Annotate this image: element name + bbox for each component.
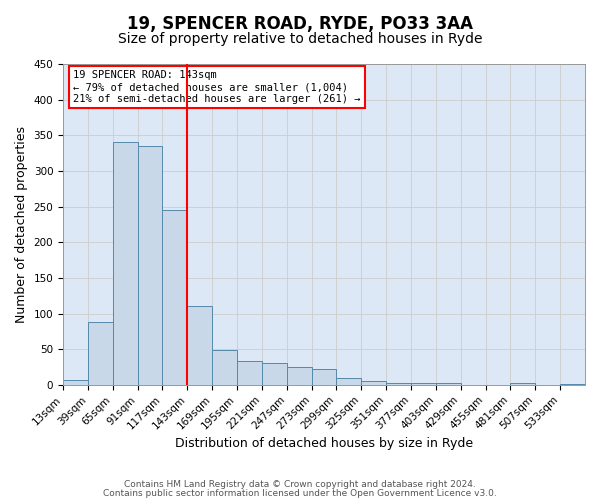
Bar	[311, 369, 337, 385]
Bar	[386, 382, 411, 385]
Bar	[436, 384, 461, 385]
Bar	[88, 322, 113, 385]
Bar	[337, 378, 361, 385]
Bar	[411, 384, 436, 385]
Bar	[560, 384, 585, 385]
Bar	[113, 142, 137, 385]
Bar	[287, 367, 311, 385]
Bar	[163, 210, 187, 385]
Text: Contains HM Land Registry data © Crown copyright and database right 2024.: Contains HM Land Registry data © Crown c…	[124, 480, 476, 489]
X-axis label: Distribution of detached houses by size in Ryde: Distribution of detached houses by size …	[175, 437, 473, 450]
Text: Contains public sector information licensed under the Open Government Licence v3: Contains public sector information licen…	[103, 488, 497, 498]
Bar	[187, 306, 212, 385]
Text: 19, SPENCER ROAD, RYDE, PO33 3AA: 19, SPENCER ROAD, RYDE, PO33 3AA	[127, 15, 473, 33]
Bar	[212, 350, 237, 385]
Bar	[137, 146, 163, 385]
Bar	[63, 380, 88, 385]
Bar	[237, 362, 262, 385]
Bar	[511, 384, 535, 385]
Bar	[361, 382, 386, 385]
Text: Size of property relative to detached houses in Ryde: Size of property relative to detached ho…	[118, 32, 482, 46]
Bar	[262, 364, 287, 385]
Text: 19 SPENCER ROAD: 143sqm
← 79% of detached houses are smaller (1,004)
21% of semi: 19 SPENCER ROAD: 143sqm ← 79% of detache…	[73, 70, 361, 104]
Y-axis label: Number of detached properties: Number of detached properties	[15, 126, 28, 323]
